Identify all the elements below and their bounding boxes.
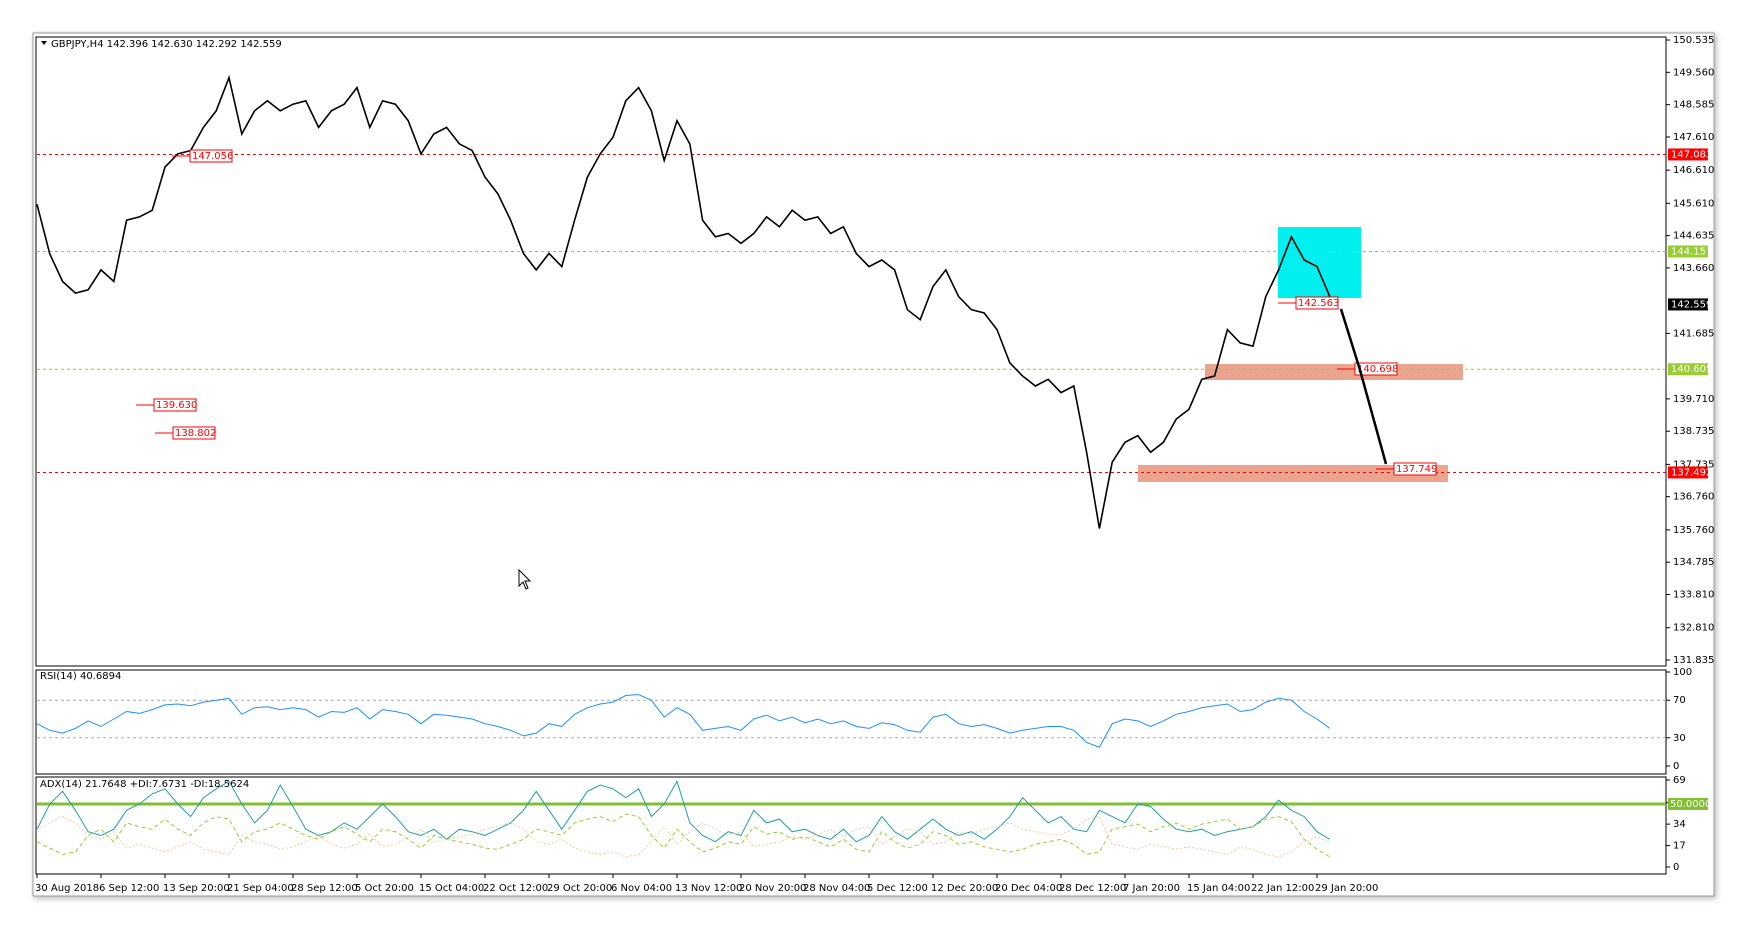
last-price-tag: [1668, 298, 1708, 311]
y-tick-label: 136.760: [1673, 492, 1714, 503]
price-pane: [35, 36, 1667, 667]
x-tick-label: 20 Nov 20:00: [739, 883, 806, 894]
adx-line: [36, 780, 1331, 843]
annotation-label: 139.630: [156, 400, 197, 411]
minus-di-line: [36, 816, 1331, 858]
y-tick-label: 17: [1673, 841, 1686, 852]
x-tick-label: 12 Dec 20:00: [931, 883, 998, 894]
x-tick-label: 15 Jan 04:00: [1187, 883, 1250, 894]
plus-di-line: [36, 813, 1331, 858]
last-price-label: 142.559: [1671, 299, 1712, 310]
annotation-box: [172, 426, 216, 440]
annotation-label: 142.563: [1298, 298, 1339, 309]
x-tick-label: 29 Jan 20:00: [1315, 883, 1378, 894]
mouse-cursor: [518, 568, 532, 590]
rsi-line: [36, 694, 1331, 748]
annotation-box: [1295, 296, 1339, 310]
adx-title: ADX(14) 21.7648 +DI:7.6731 -DI:18.5624: [40, 779, 249, 790]
y-tick-label: 134.785: [1673, 557, 1714, 568]
annotation-label: 140.698: [1357, 364, 1398, 375]
x-tick-label: 29 Oct 20:00: [547, 883, 612, 894]
annotation-box: [1393, 462, 1437, 476]
x-tick-label: 30 Aug 2018: [35, 883, 99, 894]
x-tick-label: 15 Oct 04:00: [419, 883, 484, 894]
y-tick-label: 135.760: [1673, 525, 1714, 536]
annotation-label: 138.802: [175, 428, 216, 439]
adx-level-tag: [1668, 797, 1708, 810]
y-tick-label: 0: [1673, 761, 1679, 772]
x-tick-label: 28 Dec 12:00: [1059, 883, 1126, 894]
x-tick-label: 28 Nov 04:00: [803, 883, 870, 894]
y-tick-label: 145.610: [1673, 198, 1714, 209]
y-tick-label: 69: [1673, 775, 1686, 786]
target-zone: [1138, 465, 1448, 482]
y-tick-label: 144.635: [1673, 231, 1714, 242]
target-zone: [1205, 364, 1463, 380]
level-tag: [1668, 245, 1708, 258]
y-tick-label: 147.610: [1673, 132, 1714, 143]
level-label: 140.605: [1671, 364, 1712, 375]
level-label: 144.157: [1671, 246, 1712, 257]
y-tick-label: 141.685: [1673, 328, 1714, 339]
x-tick-label: 21 Sep 04:00: [227, 883, 294, 894]
rsi-pane: [35, 669, 1667, 775]
x-tick-label: 20 Dec 04:00: [995, 883, 1062, 894]
annotation-label: 147.056: [192, 151, 233, 162]
y-tick-label: 146.610: [1673, 165, 1714, 176]
y-tick-label: 137.735: [1673, 459, 1714, 470]
level-label: 147.083: [1671, 149, 1712, 160]
y-tick-label: 149.560: [1673, 67, 1714, 78]
y-tick-label: 139.710: [1673, 394, 1714, 405]
level-label: 137.492: [1671, 467, 1712, 478]
y-tick-label: 138.735: [1673, 426, 1714, 437]
y-tick-label: 148.585: [1673, 100, 1714, 111]
rsi-title: RSI(14) 40.6894: [40, 671, 121, 682]
x-tick-label: 28 Sep 12:00: [291, 883, 358, 894]
x-tick-label: 5 Dec 12:00: [867, 883, 928, 894]
annotation-box: [1354, 362, 1398, 376]
y-tick-label: 70: [1673, 695, 1686, 706]
projection-arrow: [1339, 308, 1388, 465]
x-tick-label: 22 Oct 12:00: [483, 883, 548, 894]
y-tick-label: 34: [1673, 819, 1686, 830]
level-tag: [1668, 148, 1708, 161]
x-tick-label: 6 Sep 12:00: [99, 883, 159, 894]
y-tick-label: 133.810: [1673, 590, 1714, 601]
y-tick-label: 143.660: [1673, 263, 1714, 274]
x-tick-label: 13 Nov 12:00: [675, 883, 742, 894]
x-tick-label: 6 Nov 04:00: [611, 883, 672, 894]
y-tick-label: 132.810: [1673, 623, 1714, 634]
x-tick-label: 13 Sep 20:00: [163, 883, 230, 894]
y-tick-label: 150.535: [1673, 35, 1714, 46]
x-tick-label: 5 Oct 20:00: [355, 883, 414, 894]
x-tick-label: 7 Jan 20:00: [1123, 883, 1180, 894]
annotation-box: [189, 149, 233, 163]
annotation-box: [153, 398, 197, 412]
adx-pane: [35, 776, 1667, 875]
plot-layer: 150.535 149.560 148.585 147.610 146.610 145.6…: [35, 35, 1714, 894]
y-tick-label: 131.835: [1673, 655, 1714, 666]
price-line: [36, 74, 1331, 529]
annotation-label: 137.749: [1396, 464, 1437, 475]
adx-level-label: 50.0000: [1670, 799, 1711, 810]
y-tick-label: 30: [1673, 733, 1686, 744]
y-tick-label: 0: [1673, 862, 1679, 873]
symbol-header: GBPJPY,H4 142.396 142.630 142.292 142.55…: [51, 39, 282, 50]
level-tag: [1668, 466, 1708, 479]
y-tick-label: 100: [1673, 667, 1692, 678]
menu-arrow[interactable]: [41, 41, 47, 45]
level-tag: [1668, 363, 1708, 376]
x-tick-label: 22 Jan 12:00: [1251, 883, 1314, 894]
